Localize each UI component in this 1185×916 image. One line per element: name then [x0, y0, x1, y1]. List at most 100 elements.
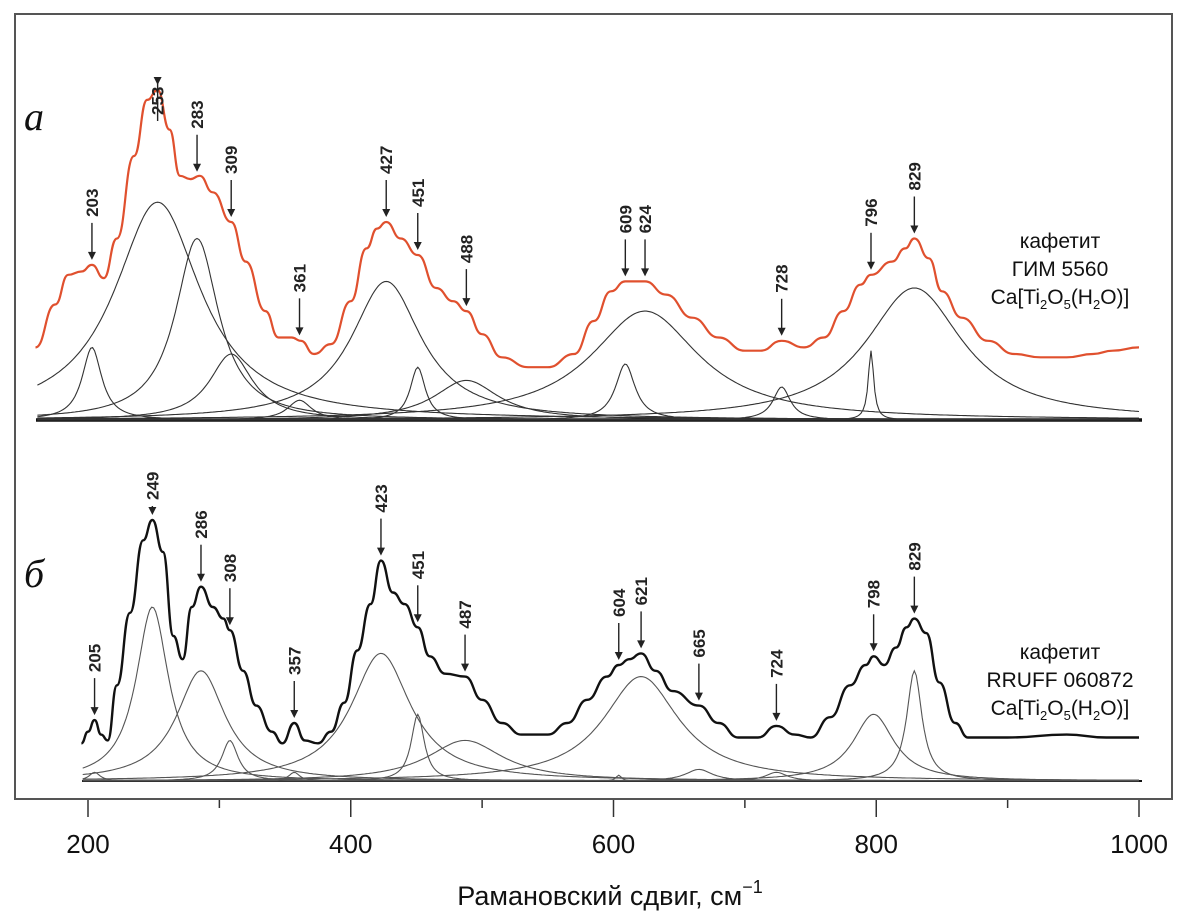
peak-annotation-728: 728 [773, 264, 792, 336]
arrow-head-icon [225, 617, 234, 626]
formula-subscript: 5 [1064, 708, 1071, 723]
peak-annotation-798: 798 [865, 580, 884, 652]
panel-letter: б [24, 551, 46, 596]
sample-label-line: RRUFF 060872 [986, 669, 1133, 692]
formula-part: O [1047, 697, 1063, 720]
component-peak-308 [82, 739, 1139, 782]
panel-letter: а [24, 94, 44, 139]
arrow-head-icon [777, 327, 786, 336]
peak-label: 203 [83, 189, 102, 217]
component-peak-798 [82, 713, 1139, 782]
peak-annotation-829: 829 [905, 162, 924, 234]
arrow-head-icon [637, 640, 646, 649]
peak-annotation-249: 249 [143, 472, 162, 515]
peak-annotation-488: 488 [457, 235, 476, 307]
component-peak-487 [82, 739, 1139, 782]
peak-label: 798 [865, 580, 884, 608]
component-peak-249 [82, 606, 1139, 782]
arrow-head-icon [866, 261, 875, 270]
arrow-head-icon [193, 163, 202, 172]
x-axis-title: Рамановский сдвиг, см−1 [457, 877, 762, 911]
arrow-head-icon [461, 663, 470, 672]
peak-label: 451 [409, 551, 428, 579]
arrow-head-icon [295, 327, 304, 336]
peak-label: 829 [905, 162, 924, 190]
peak-annotation-283: 283 [188, 100, 207, 172]
tick-label-200: 200 [66, 829, 109, 859]
peak-annotation-451: 451 [409, 179, 428, 250]
arrow-head-icon [413, 242, 422, 250]
peak-annotation-423: 423 [372, 484, 391, 556]
arrow-head-icon [382, 209, 391, 217]
peak-label: 796 [862, 198, 881, 226]
sample-label-line: ГИМ 5560 [1012, 258, 1109, 281]
formula-subscript: 5 [1064, 297, 1071, 312]
peak-annotation-621: 621 [632, 577, 651, 649]
tick-label-600: 600 [592, 829, 635, 859]
arrow-head-icon [621, 268, 630, 277]
peak-annotation-308: 308 [221, 554, 240, 626]
peak-label: 249 [143, 472, 162, 500]
arrow-head-icon [290, 710, 299, 718]
arrow-head-icon [869, 643, 878, 652]
formula-part: (H [1071, 286, 1093, 309]
spectrum-line-a [34, 88, 1140, 369]
peak-label: 286 [192, 510, 211, 538]
arrow-head-icon [87, 251, 96, 260]
panel-b: 205 249 286 308 357 423 451 487 604 621 665 724 798 8… [24, 472, 1142, 782]
peak-annotation-724: 724 [767, 649, 786, 721]
arrow-head-icon [153, 77, 162, 85]
peak-annotation-487: 487 [456, 600, 475, 672]
peak-annotation-604: 604 [610, 588, 629, 660]
peak-label: 253 [149, 87, 168, 115]
peak-annotation-609: 609 [616, 205, 635, 277]
formula-part: Ca[Ti [991, 286, 1040, 309]
component-peak-609 [37, 363, 1139, 421]
peak-label: 451 [409, 179, 428, 207]
peak-label: 609 [616, 205, 635, 233]
component-peak-624 [37, 310, 1139, 420]
formula-part: Ca[Ti [991, 697, 1040, 720]
peak-label: 488 [457, 235, 476, 263]
component-peak-451 [37, 366, 1139, 421]
panels: 203 253 283 309 361 427 451 488 609 624 728 796 829 а… [24, 77, 1142, 782]
peak-label: 829 [905, 542, 924, 570]
formula-subscript: 2 [1093, 708, 1100, 723]
peak-label: 427 [377, 146, 396, 174]
peak-annotation-205: 205 [86, 644, 105, 716]
tick-label-800: 800 [855, 829, 898, 859]
peak-label: 724 [767, 649, 786, 678]
arrow-head-icon [614, 652, 623, 660]
formula-part: (H [1071, 697, 1093, 720]
formula-part: O)] [1100, 697, 1129, 720]
panel-a: 203 253 283 309 361 427 451 488 609 624 728 796 829 а… [24, 77, 1142, 422]
arrow-head-icon [196, 573, 205, 582]
peak-annotation-451: 451 [409, 551, 428, 623]
sample-formula: Ca[Ti2O5(H2O)] [991, 286, 1130, 312]
sample-label-line: кафетит [1020, 641, 1101, 664]
formula-subscript: 2 [1040, 297, 1047, 312]
peak-label: 309 [222, 146, 241, 174]
sample-label-line: кафетит [1020, 230, 1101, 253]
component-peak-829 [37, 287, 1140, 420]
peak-annotation-624: 624 [636, 204, 655, 277]
component-peak-829 [82, 669, 1139, 782]
component-peak-203 [37, 346, 1139, 421]
peak-annotation-309: 309 [222, 146, 241, 217]
formula-subscript: 2 [1040, 708, 1047, 723]
component-peak-621 [82, 676, 1139, 781]
peak-label: 665 [690, 629, 709, 657]
peak-label: 205 [86, 644, 105, 672]
arrow-head-icon [227, 209, 236, 217]
arrow-head-icon [90, 707, 99, 716]
peak-label: 624 [636, 204, 655, 233]
peak-annotation-357: 357 [285, 647, 304, 718]
arrow-head-icon [148, 507, 157, 515]
arrow-head-icon [910, 225, 919, 234]
component-peak-427 [37, 280, 1139, 421]
arrow-head-icon [376, 547, 385, 556]
component-peak-286 [82, 670, 1139, 782]
peak-annotation-665: 665 [690, 629, 709, 701]
tick-label-400: 400 [329, 829, 372, 859]
